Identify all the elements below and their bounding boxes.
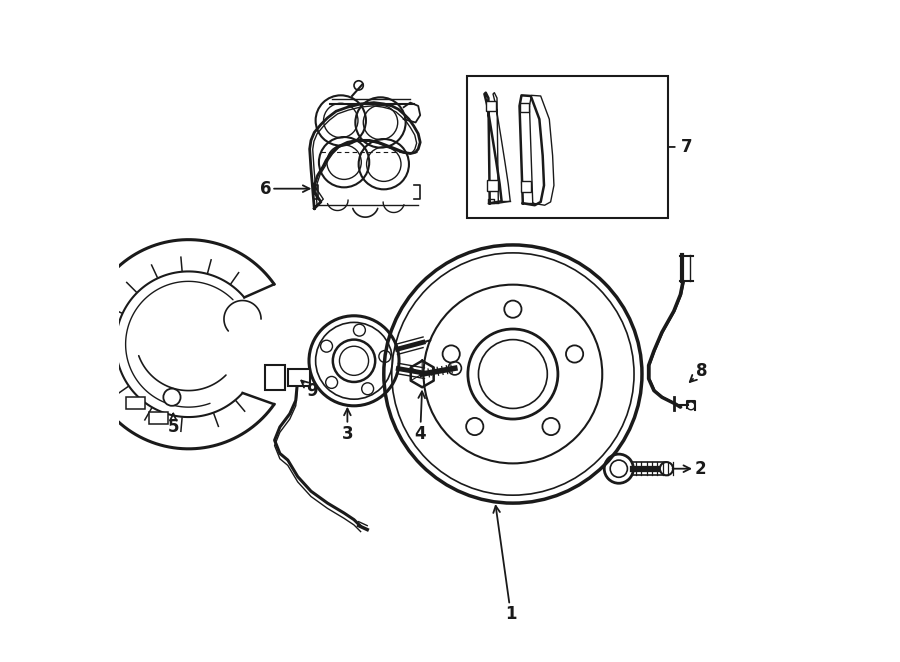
Text: 1: 1 bbox=[493, 506, 517, 624]
Bar bbox=[487, 180, 498, 191]
Text: 7: 7 bbox=[670, 138, 692, 156]
Bar bbox=[521, 181, 531, 192]
Bar bbox=[149, 412, 168, 424]
Circle shape bbox=[660, 462, 673, 475]
Bar bbox=[288, 369, 310, 386]
Text: 9: 9 bbox=[302, 381, 318, 400]
Bar bbox=[126, 397, 145, 409]
Bar bbox=[266, 365, 285, 390]
Text: 3: 3 bbox=[342, 408, 353, 443]
Text: 5: 5 bbox=[167, 414, 179, 436]
Text: 6: 6 bbox=[260, 179, 310, 198]
Text: 8: 8 bbox=[689, 361, 707, 382]
Text: 2: 2 bbox=[672, 459, 706, 478]
Bar bbox=[486, 101, 496, 111]
Circle shape bbox=[164, 389, 181, 406]
Bar bbox=[466, 76, 669, 218]
Text: 4: 4 bbox=[414, 391, 426, 443]
Bar bbox=[520, 103, 529, 112]
